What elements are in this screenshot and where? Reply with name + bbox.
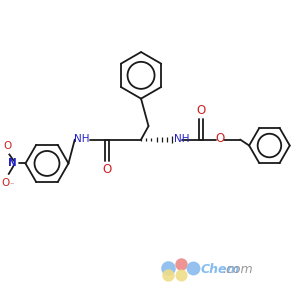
Point	[179, 272, 184, 277]
Text: ⁻: ⁻	[9, 181, 13, 190]
Text: N: N	[8, 158, 16, 167]
Point	[166, 266, 170, 270]
Point	[191, 266, 196, 270]
Text: O: O	[215, 133, 225, 146]
Text: O: O	[3, 141, 12, 151]
Text: O: O	[1, 178, 9, 188]
Text: NH: NH	[74, 134, 89, 144]
Text: O: O	[196, 104, 206, 118]
Text: NH: NH	[174, 134, 189, 144]
Text: .com: .com	[222, 263, 253, 276]
Text: O: O	[102, 164, 111, 176]
Point	[179, 262, 184, 266]
Text: Chem: Chem	[201, 263, 240, 276]
Point	[166, 272, 170, 277]
